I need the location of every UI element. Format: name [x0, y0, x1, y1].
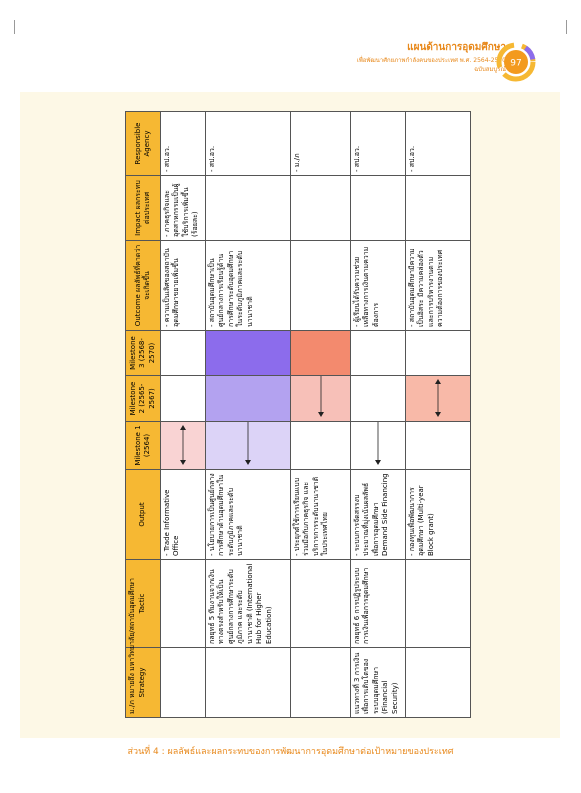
milestone-cell	[205, 330, 291, 376]
rotated-table: Strategy Tactic Output Milestone 1 (2564) Mi…	[125, 111, 471, 718]
page-badge: 97	[496, 42, 536, 82]
header-subtitle: เพื่อพัฒนาศักยภาพกำลังคนของประเทศ พ.ศ. 2…	[356, 57, 506, 64]
table-cell	[350, 175, 406, 241]
table-cell	[290, 647, 351, 718]
table-cell	[160, 647, 206, 718]
table-cell: - กองทุนเพื่อพัฒนาการอุดมศึกษา (Multi-ye…	[405, 469, 471, 560]
timeline-arrow	[375, 421, 381, 465]
timeline-arrow	[245, 421, 251, 465]
milestone-cell	[350, 421, 406, 470]
table-row: - Trade Informative Office - ความเป็นเลิศ…	[160, 111, 206, 718]
milestone-cell	[290, 421, 351, 470]
milestone-cell	[350, 375, 406, 422]
timeline-arrow	[180, 425, 186, 465]
milestone-cell	[160, 330, 206, 376]
table-cell: - สถาบันอุดมศึกษาเป็นศูนย์กลางการเรียนรู…	[205, 240, 291, 331]
table-cell	[405, 559, 471, 648]
table-cell	[405, 175, 471, 241]
table-cell: - สป.อว.	[405, 111, 471, 176]
column-header: Impact ผลกระทบต่อประเทศ	[125, 175, 161, 241]
column-header: Outcome ผลลัพธ์ที่คาดว่าจะเกิดขึ้น	[125, 240, 161, 331]
milestone-cell	[405, 375, 471, 422]
column-header: Milestone 3 (2568-2570)	[125, 330, 161, 376]
column-header: Milestone 1 (2564)	[125, 421, 161, 470]
table-cell: - สป.อว.	[350, 111, 406, 176]
table-cell: - ม./ภ	[290, 111, 351, 176]
milestone-cell	[160, 375, 206, 422]
table-cell	[205, 175, 291, 241]
table-cell	[290, 559, 351, 648]
table-cell: - นโยบายการเป็นศูนย์กลางการศึกษาด้านอุดม…	[205, 469, 291, 560]
table-cell	[160, 559, 206, 648]
table-row: - กองทุนเพื่อพัฒนาการอุดมศึกษา (Multi-ye…	[405, 111, 471, 718]
table-cell: - ภาคธุรกิจและอุตสาหกรรมเป็นผู้ใช้บริการ…	[160, 175, 206, 241]
table-cell: - ระบบการจัดสรรงบประมาณที่มุ่งเน้นผลลัพธ…	[350, 469, 406, 560]
note: ม./ภ หมายถึง มหาวิทยาลัย/สถาบันอุดมศึกษา	[128, 578, 136, 714]
table-cell: - สป.อว.	[205, 111, 291, 176]
milestone-cell	[290, 375, 351, 422]
crop-mark	[14, 20, 15, 34]
table-cell	[405, 647, 471, 718]
timeline-arrow	[317, 375, 324, 417]
milestone-cell	[290, 330, 351, 376]
table-cell: - สถาบันอุดมศึกษามีความเป็นอิสระ มีความค…	[405, 240, 471, 331]
column-header: Responsible Agency	[125, 111, 161, 176]
milestone-cell	[205, 375, 291, 422]
table: Strategy Tactic Output Milestone 1 (2564) Mi…	[125, 111, 471, 718]
crop-mark	[566, 20, 567, 34]
table-cell: - ความเป็นเลิศของสถาบันอุดมศึกษาขยายเพิ่…	[160, 240, 206, 331]
milestone-cell	[205, 421, 291, 470]
table-cell: - ประยุกต์ใช้การเรียนแบบร่วมมือกับภาคธุร…	[290, 469, 351, 560]
page-number: 97	[510, 59, 521, 69]
table-cell: - ผู้เรียนได้รับความช่วยเหลือทางการเงินต…	[350, 240, 406, 331]
header-edition: ฉบับสมบูรณ์	[474, 66, 506, 73]
table-row: แนวทางที่ 3 การเงินเพื่อการเติบโตของระบบ…	[350, 111, 406, 718]
column-header: Output	[125, 469, 161, 560]
table-cell: แนวทางที่ 3 การเงินเพื่อการเติบโตของระบบ…	[350, 647, 406, 718]
milestone-cell	[350, 330, 406, 376]
column-header: Milestone 2 (2565-2567)	[125, 375, 161, 422]
table-cell: กลยุทธ์ 6 การปฏิรูประบบการเงินเพื่อการอุ…	[350, 559, 406, 648]
milestone-cell	[405, 421, 471, 470]
header-title: แผนด้านการอุดมศึกษา	[407, 42, 506, 53]
table-row: กลยุทธ์ 5 ทีมงานจากเงินทางตรงสำหรับให้เป…	[205, 111, 291, 718]
table-cell: - สป.อว.	[160, 111, 206, 176]
footer: ส่วนที่ 4 : ผลลัพธ์และผลกระทบของการพัฒนา…	[127, 747, 454, 757]
table-cell: - Trade Informative Office	[160, 469, 206, 560]
milestone-cell	[405, 330, 471, 376]
table-cell: กลยุทธ์ 5 ทีมงานจากเงินทางตรงสำหรับให้เป…	[205, 559, 291, 648]
table-row: - ประยุกต์ใช้การเรียนแบบร่วมมือกับภาคธุร…	[290, 111, 351, 718]
table-cell	[290, 175, 351, 241]
table-cell	[290, 240, 351, 331]
milestone-cell	[160, 421, 206, 470]
table-cell	[205, 647, 291, 718]
timeline-arrow	[435, 379, 441, 417]
